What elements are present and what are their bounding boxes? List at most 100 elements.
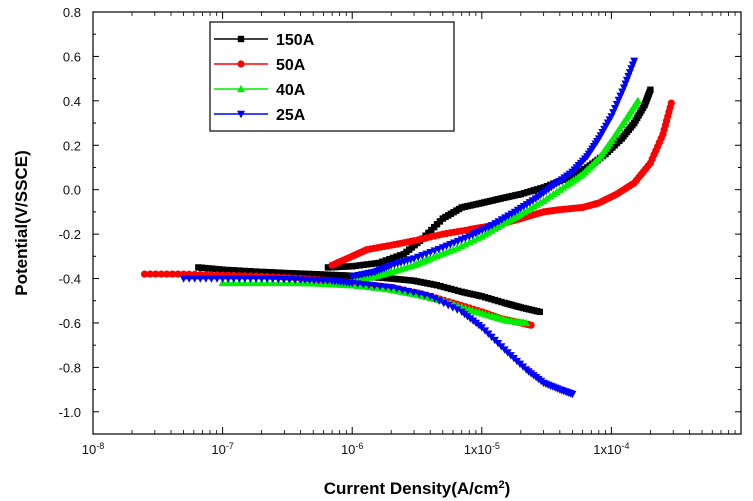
data-point [481, 230, 490, 238]
data-point [417, 278, 424, 286]
series-layer [140, 57, 675, 399]
data-point [263, 275, 272, 283]
data-point [209, 265, 216, 272]
data-point [215, 266, 223, 273]
data-point [568, 390, 577, 399]
data-point [163, 270, 171, 278]
y-tick-label: 0.4 [63, 94, 81, 109]
legend-marker [237, 110, 245, 119]
data-point [345, 263, 352, 270]
data-point [494, 297, 502, 305]
data-point [367, 260, 375, 268]
data-point [349, 263, 356, 270]
data-point [264, 268, 272, 276]
data-point [360, 261, 367, 269]
data-point [179, 275, 188, 283]
data-point [229, 275, 238, 283]
data-point [435, 297, 444, 305]
data-point [540, 184, 547, 191]
data-point [522, 318, 531, 327]
data-point [469, 235, 478, 244]
data-point [342, 263, 349, 270]
data-point [359, 281, 368, 289]
data-point [241, 267, 249, 275]
data-point [364, 261, 371, 268]
data-point [401, 276, 408, 283]
data-point [152, 270, 160, 278]
legend-label: 50A [276, 57, 306, 74]
data-point [498, 298, 505, 306]
data-point [309, 270, 317, 278]
data-point [433, 281, 441, 289]
data-point [465, 237, 474, 246]
data-point [491, 296, 499, 304]
data-point [335, 263, 342, 271]
legend-marker [237, 84, 245, 93]
data-point [524, 189, 531, 196]
data-point [523, 206, 532, 214]
data-point [546, 192, 555, 200]
data-point [526, 204, 535, 212]
data-point [297, 270, 305, 277]
data-point [236, 267, 243, 274]
data-point [289, 270, 296, 277]
data-point [281, 269, 288, 277]
data-point [277, 269, 285, 277]
data-point [391, 275, 398, 283]
data-point [324, 264, 332, 271]
legend-marker [237, 60, 245, 68]
data-point [536, 198, 545, 206]
data-point [478, 293, 485, 300]
data-point [146, 270, 154, 278]
data-point [317, 271, 324, 278]
legend: 150A 50A 40A 25A [209, 21, 455, 132]
data-point [430, 281, 437, 288]
data-point [218, 275, 227, 283]
data-point [388, 275, 395, 282]
data-point [257, 275, 266, 283]
data-point [185, 275, 194, 283]
data-point [555, 185, 564, 193]
data-point [533, 186, 541, 193]
data-point [448, 304, 457, 312]
data-point [410, 277, 418, 284]
data-point [195, 264, 202, 271]
legend-item: 150A [214, 32, 315, 49]
data-point [274, 269, 282, 276]
data-point [439, 299, 448, 308]
legend-item: 50A [214, 57, 306, 74]
data-point [430, 295, 439, 303]
data-point [230, 267, 237, 274]
data-point [404, 276, 411, 284]
data-point [240, 275, 249, 283]
data-point [205, 265, 212, 272]
y-axis-title: Potential(V/SSCE) [12, 150, 31, 295]
x-tick-label: 1x10-5 [464, 441, 500, 457]
data-point [339, 272, 347, 279]
data-point [633, 96, 642, 105]
data-point [202, 264, 209, 272]
data-point [420, 279, 428, 286]
data-point [370, 282, 379, 290]
data-point [667, 99, 675, 107]
data-point [407, 277, 414, 284]
data-point [371, 260, 379, 267]
y-tick-label: 0.6 [63, 49, 81, 64]
data-point [440, 283, 448, 291]
data-point [533, 200, 542, 208]
data-point [444, 284, 451, 292]
data-point [477, 232, 486, 240]
data-point [213, 275, 222, 283]
series-line-cathodic [183, 277, 573, 395]
data-point [517, 190, 525, 198]
data-point [196, 275, 205, 283]
data-point [279, 275, 288, 284]
data-point [268, 275, 277, 284]
x-tick-label: 10-8 [82, 441, 104, 457]
data-point [382, 257, 390, 264]
data-point [376, 282, 385, 291]
data-point [224, 266, 232, 274]
data-point [235, 275, 244, 283]
y-tick-label: 0.8 [63, 5, 81, 20]
data-point [647, 86, 654, 93]
